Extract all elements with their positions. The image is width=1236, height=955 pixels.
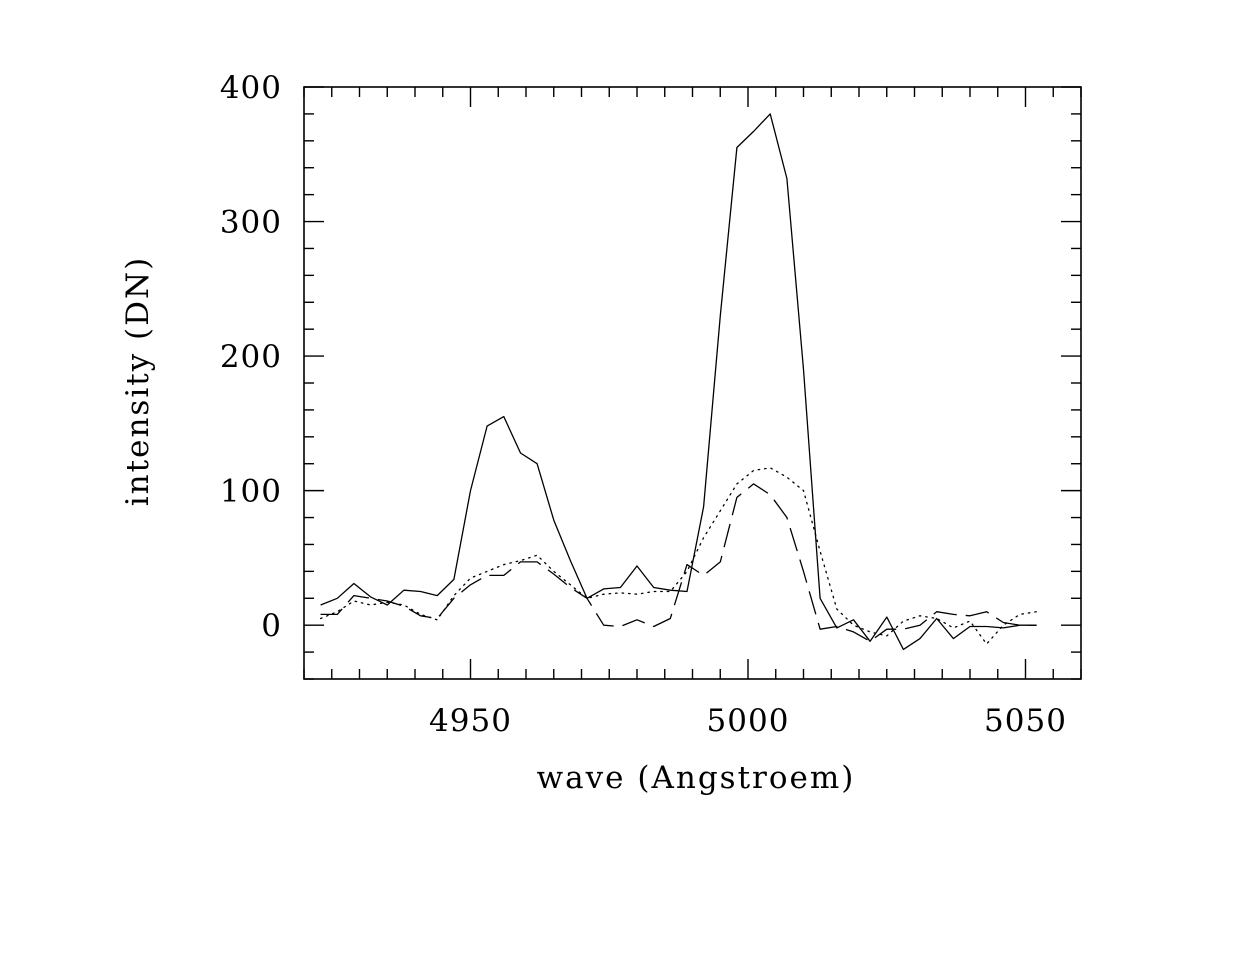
x-tick-label: 4950 — [429, 703, 512, 739]
y-tick-label: 0 — [261, 608, 282, 644]
axis-ticks — [303, 86, 1082, 680]
x-axis-title: wave (Angstroem) — [537, 760, 856, 796]
y-axis-title: intensity (DN) — [120, 256, 156, 506]
x-tick-label: 5050 — [984, 703, 1067, 739]
y-tick-label: 200 — [220, 339, 282, 375]
plot-frame — [303, 86, 1082, 680]
x-tick-label: 5000 — [707, 703, 790, 739]
y-tick-label: 400 — [220, 70, 282, 106]
y-tick-label: 100 — [220, 474, 282, 510]
series-line-dashed — [320, 483, 1037, 642]
series-layer — [319, 113, 1038, 651]
series-line-solid — [320, 113, 1037, 651]
tick-labels: 4950 5000 5050 0 100 200 300 400 — [220, 70, 1067, 739]
y-tick-label: 300 — [220, 205, 282, 241]
